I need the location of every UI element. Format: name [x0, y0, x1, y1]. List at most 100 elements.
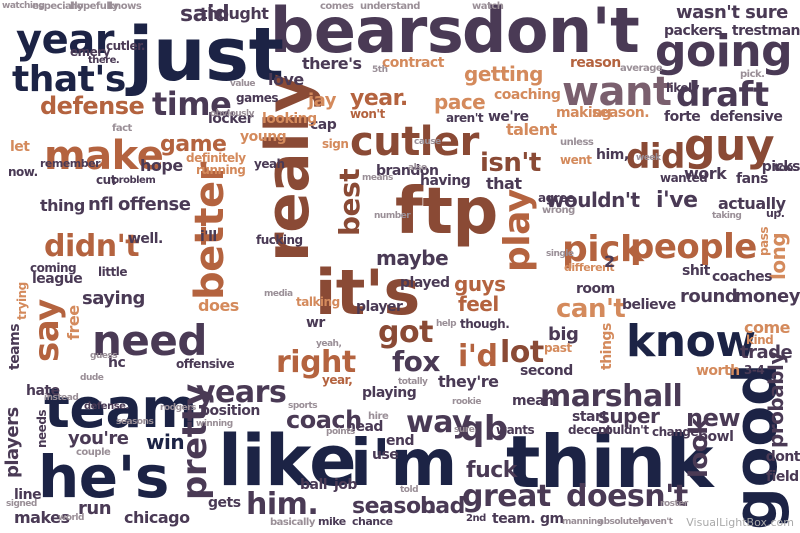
word-youre: you're	[68, 428, 129, 449]
word-hopefully: hopefully	[70, 1, 119, 12]
word-cap: cap	[310, 117, 337, 133]
word-world: world	[58, 513, 84, 523]
word-too: too.	[774, 161, 797, 174]
word-season-dot: season.	[592, 105, 650, 121]
word-trestman: trestman	[731, 23, 800, 39]
word-coming: coming	[30, 261, 77, 275]
word-qb: qb	[460, 409, 508, 449]
word-id: i'd	[458, 339, 498, 374]
word-offensive: offensive	[176, 357, 235, 371]
word-average: average	[620, 63, 663, 74]
word-emery: emery	[70, 45, 111, 59]
word-probably: probably	[764, 352, 788, 448]
word-make: make	[44, 133, 164, 179]
word-years: years	[196, 375, 287, 410]
word-single: single	[546, 249, 574, 259]
word-winning: winning	[196, 419, 233, 429]
word-having: having	[420, 173, 471, 189]
word-hc: hc	[108, 355, 126, 371]
word-start: start	[572, 409, 608, 425]
word-players: players	[2, 407, 23, 478]
word-job: job	[334, 477, 357, 493]
word-problem: problem	[112, 175, 156, 186]
word-things: things	[599, 323, 615, 370]
word-team-dot: team.	[492, 511, 536, 527]
word-want: want	[562, 69, 672, 115]
word-points: points	[326, 427, 355, 437]
word-picks: picks	[761, 159, 800, 175]
word-new: new	[686, 404, 741, 432]
word-right: right	[276, 345, 356, 380]
word-end: end	[386, 433, 414, 449]
word-watching: watching	[2, 1, 45, 11]
word-year-dot: year.	[350, 86, 408, 111]
word-fact: fact	[112, 123, 132, 134]
word-obviously: obviously	[210, 109, 254, 119]
word-thing: thing	[40, 196, 85, 215]
word-defensive: defensive	[710, 109, 783, 125]
word-said: said	[180, 2, 230, 27]
word-rodgers: rodgers	[160, 403, 196, 413]
word-cutler-dot: cutler.	[106, 39, 145, 53]
word-love: love	[268, 70, 304, 89]
word-dont-2: dont	[765, 449, 800, 465]
word-little: little	[98, 265, 127, 279]
word-means: means	[362, 173, 393, 183]
word-pace: pace	[434, 90, 486, 114]
word-cant: can't	[556, 294, 626, 324]
word-him: him.	[246, 487, 319, 522]
word-different: different	[564, 261, 615, 274]
word-coaching: coaching	[494, 87, 561, 103]
watermark: VisualLightBox.com	[686, 516, 794, 529]
word-wr: wr	[306, 315, 325, 331]
word-marshall: marshall	[540, 379, 683, 414]
word-offense: offense	[118, 194, 191, 215]
word-him-comma: him,	[596, 147, 629, 163]
word-packers: packers	[664, 23, 722, 39]
word-3-4: 3-4	[744, 363, 765, 377]
word-arent: aren't	[446, 111, 484, 125]
word-free: free	[64, 305, 83, 340]
word-couldnt: couldn't	[598, 423, 649, 437]
word-round: round	[680, 286, 738, 307]
word-going: going	[655, 26, 793, 77]
word-season: season	[352, 494, 436, 519]
word-there-dot: there.	[88, 55, 120, 66]
word-nfl: nfl	[88, 194, 114, 215]
word-basically: basically	[270, 517, 315, 528]
word-isnt: isn't	[480, 148, 541, 178]
word-team: team	[44, 377, 198, 440]
word-doesnt: doesn't	[566, 479, 688, 514]
word-player: player	[356, 299, 403, 315]
word-change: change	[652, 425, 699, 439]
word-play: play	[497, 189, 538, 272]
word-watch: watch	[472, 1, 504, 12]
word-shit: shit	[682, 263, 710, 279]
word-young: young	[240, 129, 287, 145]
word-defense-dot: defense.	[84, 401, 129, 412]
word-though: though.	[460, 317, 510, 331]
word-fuck: fuck	[466, 458, 517, 483]
word-hes: he's	[38, 443, 169, 511]
word-believe: believe	[622, 297, 676, 313]
word-told: told	[400, 485, 419, 495]
word-im: i'm	[350, 427, 457, 501]
word-people: people	[630, 227, 757, 267]
word-forte: forte	[664, 109, 701, 125]
word-also: also	[408, 163, 427, 173]
word-likely: likely	[666, 81, 699, 95]
word-unless: unless	[560, 137, 594, 148]
word-bowl: bowl	[698, 429, 734, 445]
word-theyre: they're	[438, 372, 499, 391]
word-dude: dude	[80, 373, 104, 383]
word-absolutely: absolutely	[598, 517, 646, 527]
word-guess: guess	[90, 351, 118, 361]
word-up: up.	[766, 207, 785, 220]
word-couple: couple	[76, 447, 111, 458]
word-run: run	[78, 498, 112, 519]
word-ive: i've	[656, 188, 698, 213]
word-were: we're	[488, 109, 529, 125]
word-2nd: 2nd	[466, 513, 486, 524]
word-say: say	[27, 299, 67, 362]
word-running: running	[196, 163, 246, 177]
